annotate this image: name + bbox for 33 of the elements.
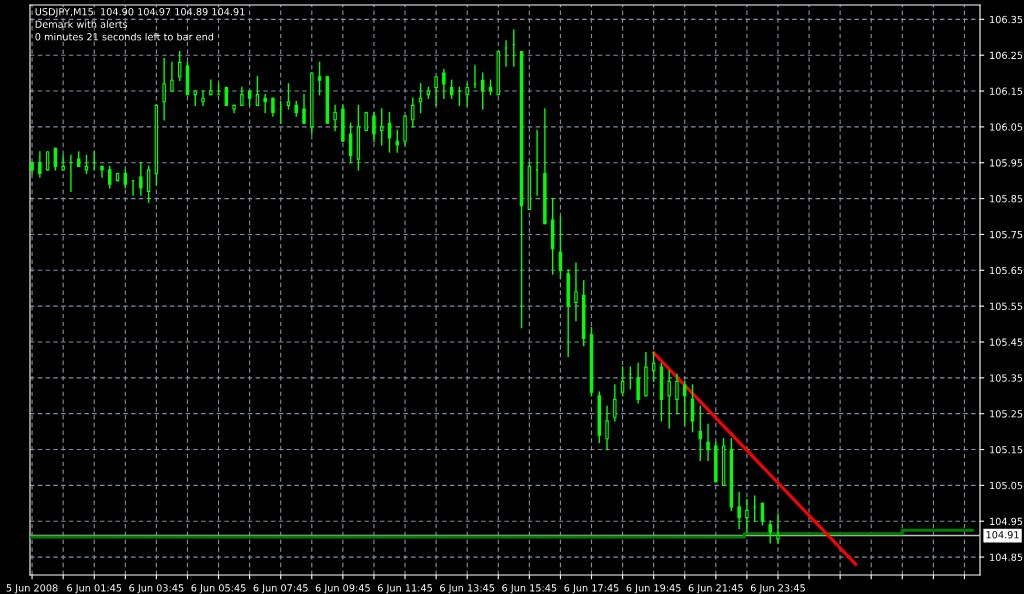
y-tick-label: 105.45 (990, 338, 1023, 346)
y-tick-label: 105.15 (990, 446, 1023, 454)
y-tick-label: 106.15 (990, 87, 1023, 95)
y-tick-label: 106.25 (990, 51, 1023, 60)
x-tick-label: 6 Jun 01:45 (67, 584, 122, 594)
x-tick-label: 6 Jun 21:45 (688, 584, 743, 594)
x-tick-label: 6 Jun 05:45 (191, 584, 246, 594)
y-tick-label: 105.35 (990, 374, 1023, 382)
x-tick-label: 6 Jun 17:45 (564, 584, 619, 594)
ref-line-label: 104.91 (986, 531, 1019, 539)
y-tick-label: 106.05 (990, 123, 1023, 131)
text: Demark with alerts (35, 20, 128, 28)
y-tick-label: 105.95 (990, 159, 1023, 167)
x-tick-label: 6 Jun 15:45 (502, 584, 557, 594)
x-tick-label: 6 Jun 03:45 (129, 584, 184, 594)
annotation: 0 minutes 21 seconds left to bar end (35, 32, 214, 41)
chart-title: USDJPY,M15 104.90 104.97 104.89 104.91 (35, 8, 245, 18)
y-tick-label: 104.95 (990, 517, 1023, 526)
y-tick-label: 105.25 (990, 410, 1023, 418)
y-tick-label: 105.55 (990, 302, 1023, 310)
x-tick-label: 6 Jun 23:45 (750, 584, 805, 594)
x-tick-label: 6 Jun 11:45 (377, 584, 432, 594)
y-tick-label: 105.85 (990, 195, 1023, 203)
y-tick-label: 105.05 (990, 481, 1023, 490)
x-tick-label: 6 Jun 09:45 (315, 584, 370, 594)
y-tick-label: 106.35 (990, 15, 1023, 24)
x-tick-label: 5 Jun 2008 (6, 584, 58, 594)
x-tick-label: 6 Jun 07:45 (253, 584, 308, 594)
x-tick-label: 6 Jun 13:45 (440, 584, 495, 594)
y-tick-label: 105.65 (990, 266, 1023, 275)
y-tick-label: 105.75 (990, 230, 1023, 239)
x-tick-label: 6 Jun 19:45 (626, 584, 681, 594)
y-tick-label: 104.85 (990, 553, 1023, 561)
